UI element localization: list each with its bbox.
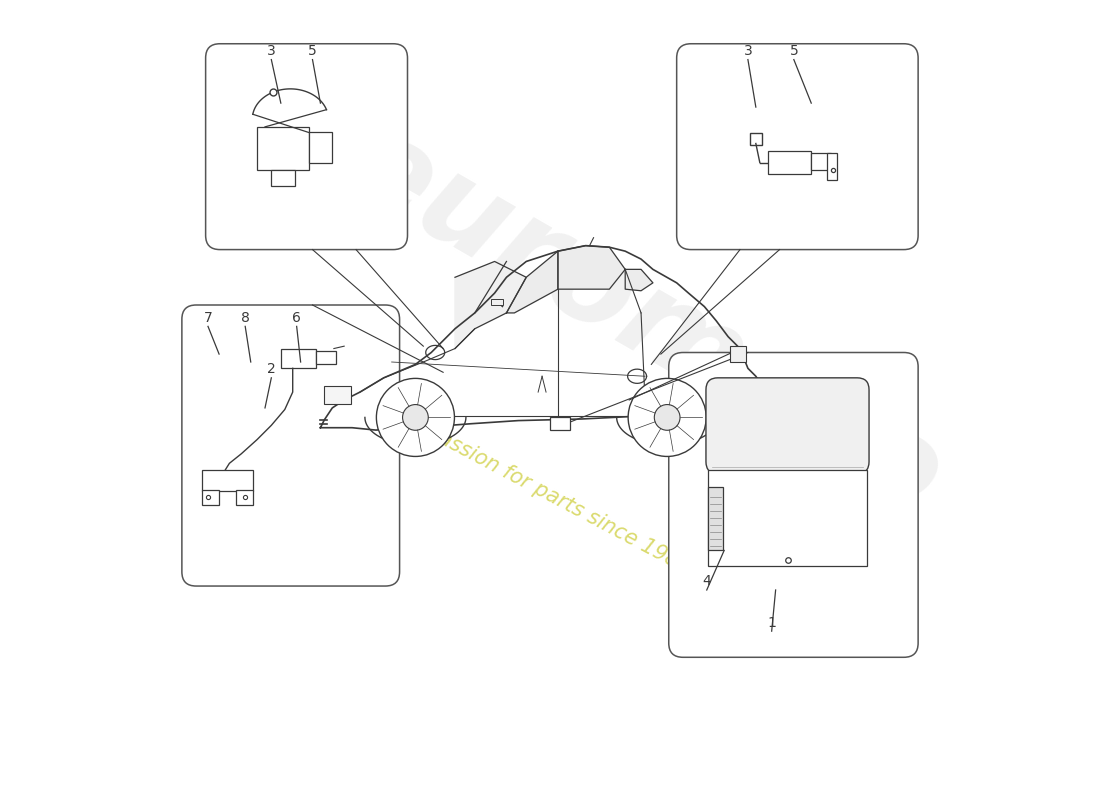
Polygon shape <box>558 246 625 289</box>
Text: 8: 8 <box>241 310 250 325</box>
Bar <box>768 150 812 174</box>
FancyBboxPatch shape <box>182 305 399 586</box>
Circle shape <box>403 405 428 430</box>
Bar <box>491 298 503 305</box>
Polygon shape <box>455 262 526 349</box>
Text: 6: 6 <box>293 310 301 325</box>
FancyBboxPatch shape <box>206 44 407 250</box>
Text: a passion for parts since 1985: a passion for parts since 1985 <box>406 412 694 578</box>
Text: euromoto: euromoto <box>327 103 964 538</box>
Bar <box>550 418 570 430</box>
Bar <box>324 386 351 404</box>
Text: 1: 1 <box>767 615 777 630</box>
FancyBboxPatch shape <box>669 353 918 658</box>
Circle shape <box>376 378 454 457</box>
Bar <box>827 153 837 180</box>
Bar <box>257 127 308 170</box>
Polygon shape <box>506 251 558 313</box>
Bar <box>272 170 295 186</box>
FancyBboxPatch shape <box>676 44 918 250</box>
Bar <box>201 470 253 491</box>
Text: 5: 5 <box>308 44 317 58</box>
Text: 4: 4 <box>703 574 711 589</box>
Polygon shape <box>625 270 653 290</box>
Bar <box>317 351 337 364</box>
Circle shape <box>654 405 680 430</box>
Bar <box>708 470 867 566</box>
Bar <box>235 490 253 505</box>
Bar <box>708 487 723 550</box>
Bar <box>280 349 317 368</box>
Bar <box>308 133 332 162</box>
Text: 3: 3 <box>267 44 276 58</box>
Circle shape <box>628 378 706 457</box>
Text: 5: 5 <box>790 44 799 58</box>
Text: 2: 2 <box>267 362 276 376</box>
Text: 7: 7 <box>204 310 212 325</box>
FancyBboxPatch shape <box>706 378 869 474</box>
Bar <box>729 346 746 362</box>
Text: 3: 3 <box>744 44 752 58</box>
Bar <box>812 153 830 170</box>
Bar <box>201 490 219 505</box>
